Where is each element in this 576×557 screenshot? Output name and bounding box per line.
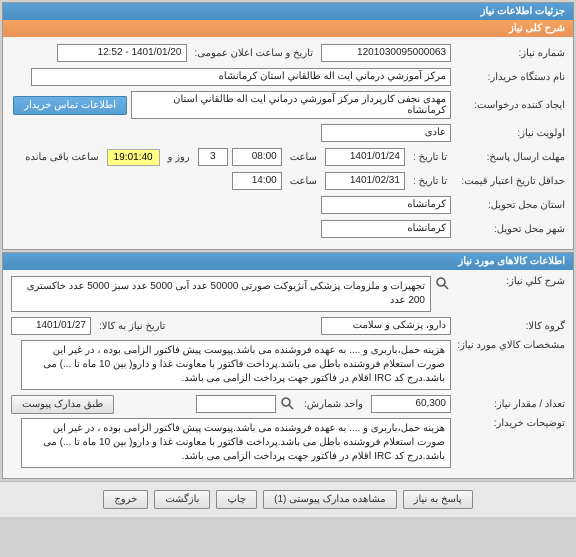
respond-button[interactable]: پاسخ به نیاز <box>403 490 473 509</box>
group-label: گروه کالا: <box>455 321 565 332</box>
deadline-time-value: 08:00 <box>232 148 282 166</box>
row-validity: حداقل تاریخ اعتبار قیمت: تا تاریخ : 1401… <box>11 171 565 191</box>
need-number-value: 1201030095000063 <box>321 44 451 62</box>
delivery-city-value: کرمانشاه <box>321 220 451 238</box>
general-section-header: شرح کلی نیاز <box>3 20 573 37</box>
unit-label: واحد شمارش: <box>300 399 367 410</box>
button-bar: پاسخ به نیاز مشاهده مدارک پیوستی (1) چاپ… <box>0 481 576 517</box>
priority-label: اولویت نیاز: <box>455 128 565 139</box>
time-label-1: ساعت <box>286 152 321 163</box>
deadline-date-value: 1401/01/24 <box>325 148 405 166</box>
row-buyer-name: نام دستگاه خریدار: مرکز آموزشي درماني ای… <box>11 67 565 87</box>
delivery-province-label: استان محل تحویل: <box>455 200 565 211</box>
requester-value: مهدی نجفی کارپرداز مرکز آموزشي درماني ای… <box>131 91 451 119</box>
row-desc: شرح کلي نیاز: تجهیزات و ملزومات پزشکی آن… <box>11 276 565 312</box>
delivery-city-label: شهر محل تحویل: <box>455 224 565 235</box>
need-date-label: تاریخ نیاز به کالا: <box>95 321 169 332</box>
group-value: دارو، پزشکی و سلامت <box>321 317 451 335</box>
remaining-suffix: ساعت باقی مانده <box>21 152 102 163</box>
announce-datetime-label: تاریخ و ساعت اعلان عمومی: <box>191 48 318 59</box>
spec-text: هزینه حمل،باربری و .... به عهده فروشنده … <box>21 340 451 390</box>
announce-datetime-value: 1401/01/20 - 12:52 <box>57 44 187 62</box>
search-icon[interactable] <box>435 276 451 292</box>
desc-text: تجهیزات و ملزومات پزشکی آنژیوکت صورتی 50… <box>11 276 431 312</box>
priority-value: عادی <box>321 124 451 142</box>
row-spec: مشخصات کالاي مورد نیاز: هزینه حمل،باربری… <box>11 340 565 390</box>
qty-value: 60,300 <box>371 395 451 413</box>
back-button[interactable]: بازگشت <box>154 490 210 509</box>
search-icon-2[interactable] <box>280 396 296 412</box>
row-delivery-province: استان محل تحویل: کرمانشاه <box>11 195 565 215</box>
row-priority: اولویت نیاز: عادی <box>11 123 565 143</box>
need-date-value: 1401/01/27 <box>11 317 91 335</box>
buyer-notes-text: هزینه حمل،باربری و .... به عهده فروشنده … <box>21 418 451 468</box>
row-group: گروه کالا: دارو، پزشکی و سلامت تاریخ نیا… <box>11 316 565 336</box>
buyer-name-label: نام دستگاه خریدار: <box>455 72 565 83</box>
items-info-body: شرح کلي نیاز: تجهیزات و ملزومات پزشکی آن… <box>3 270 573 478</box>
row-delivery-city: شهر محل تحویل: کرمانشاه <box>11 219 565 239</box>
row-requester: ایجاد کننده درخواست: مهدی نجفی کارپرداز … <box>11 91 565 119</box>
deadline-label: مهلت ارسال پاسخ: <box>455 152 565 163</box>
attach-button[interactable]: طبق مدارک پیوست <box>11 395 114 414</box>
validity-label: حداقل تاریخ اعتبار قیمت: <box>455 176 565 187</box>
time-label-2: ساعت <box>286 176 321 187</box>
spec-label: مشخصات کالاي مورد نیاز: <box>455 340 565 351</box>
requester-label: ایجاد کننده درخواست: <box>455 100 565 111</box>
days-and-label: روز و <box>164 152 194 163</box>
need-details-panel: جزئیات اطلاعات نیاز شرح کلی نیاز شماره ن… <box>2 2 574 250</box>
need-details-header: جزئیات اطلاعات نیاز <box>3 3 573 20</box>
buyer-name-value: مرکز آموزشي درماني ایت اله طالقاني استان… <box>31 68 451 86</box>
items-info-header: اطلاعات کالاهای مورد نیاز <box>3 253 573 270</box>
desc-label: شرح کلي نیاز: <box>455 276 565 287</box>
need-details-body: شماره نیاز: 1201030095000063 تاریخ و ساع… <box>3 37 573 249</box>
validity-time-value: 14:00 <box>232 172 282 190</box>
print-button[interactable]: چاپ <box>216 490 257 509</box>
buyer-contact-button[interactable]: اطلاعات تماس خریدار <box>13 96 127 115</box>
row-qty: تعداد / مقدار نیاز: 60,300 واحد شمارش: ط… <box>11 394 565 414</box>
items-info-panel: اطلاعات کالاهای مورد نیاز شرح کلي نیاز: … <box>2 252 574 479</box>
remaining-time-value: 19:01:40 <box>107 149 160 166</box>
buyer-notes-label: توضیحات خریدار: <box>455 418 565 429</box>
row-deadline: مهلت ارسال پاسخ: تا تاریخ : 1401/01/24 س… <box>11 147 565 167</box>
need-number-label: شماره نیاز: <box>455 48 565 59</box>
exit-button[interactable]: خروج <box>103 490 148 509</box>
qty-label: تعداد / مقدار نیاز: <box>455 399 565 410</box>
remaining-days-value: 3 <box>198 148 228 166</box>
delivery-province-value: کرمانشاه <box>321 196 451 214</box>
view-attachments-button[interactable]: مشاهده مدارک پیوستی (1) <box>263 490 397 509</box>
row-buyer-notes: توضیحات خریدار: هزینه حمل،باربری و .... … <box>11 418 565 468</box>
row-need-number: شماره نیاز: 1201030095000063 تاریخ و ساع… <box>11 43 565 63</box>
unit-value <box>196 395 276 413</box>
to-date-label: تا تاریخ : <box>409 152 451 163</box>
to-date-label-2: تا تاریخ : <box>409 176 451 187</box>
validity-date-value: 1401/02/31 <box>325 172 405 190</box>
